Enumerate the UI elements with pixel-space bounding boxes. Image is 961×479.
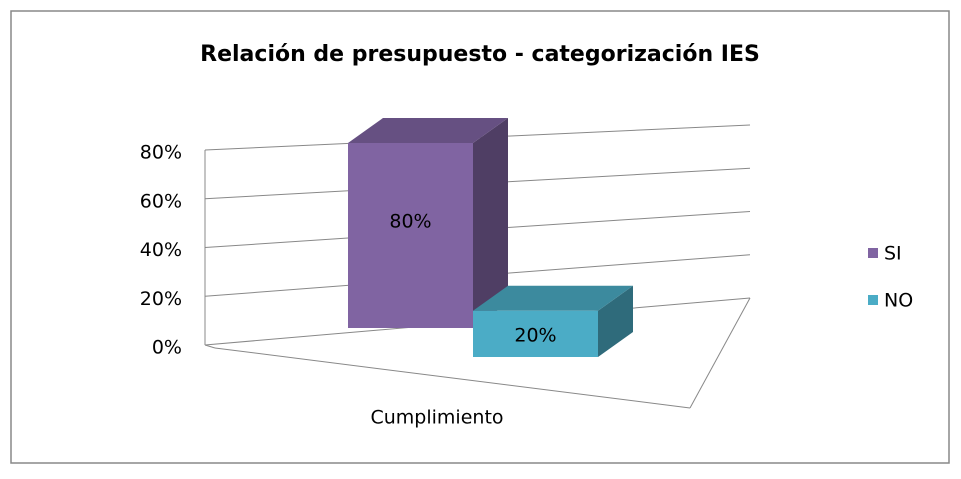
y-tick-label: 40% bbox=[140, 239, 182, 261]
legend-label: NO bbox=[884, 290, 913, 312]
bar bbox=[473, 310, 598, 357]
y-tick-label: 0% bbox=[152, 337, 182, 359]
legend-swatch bbox=[868, 248, 878, 258]
y-tick-label: 80% bbox=[140, 142, 182, 164]
bar-side bbox=[473, 118, 508, 328]
legend-swatch bbox=[868, 295, 878, 305]
legend-label: SI bbox=[884, 243, 902, 265]
chart-title: Relación de presupuesto - categorización… bbox=[200, 42, 760, 67]
floor-side bbox=[689, 297, 751, 409]
left-wall-base bbox=[204, 344, 216, 349]
value-label: 80% bbox=[389, 211, 431, 233]
y-tick-label: 20% bbox=[140, 288, 182, 310]
y-tick-label: 60% bbox=[140, 190, 182, 212]
bar-top bbox=[473, 285, 633, 311]
floor-front bbox=[214, 347, 691, 409]
x-tick-label: Cumplimiento bbox=[370, 407, 503, 429]
bar-top bbox=[348, 118, 508, 143]
bar-side bbox=[598, 285, 633, 357]
value-label: 20% bbox=[514, 324, 556, 346]
bar bbox=[348, 143, 473, 328]
